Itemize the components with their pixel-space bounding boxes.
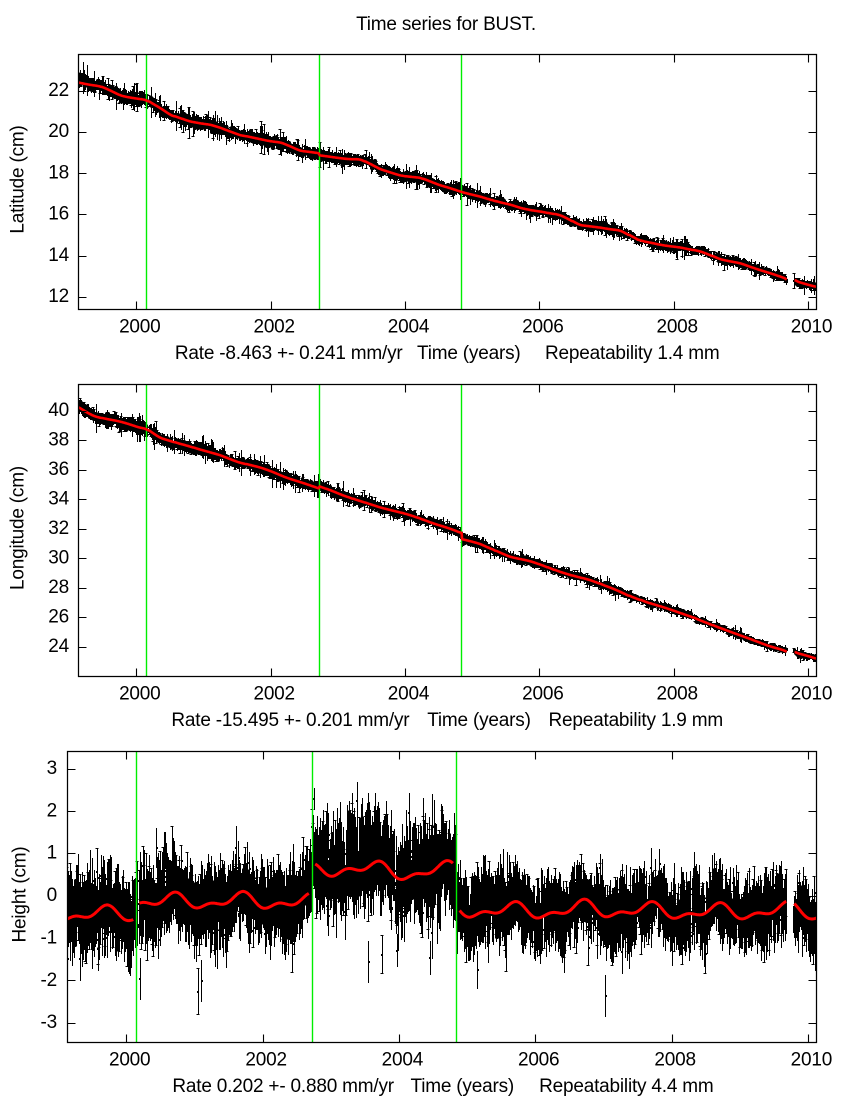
svg-text:Rate 0.202 +- 0.880 mm/yr: Rate 0.202 +- 0.880 mm/yr bbox=[172, 1076, 394, 1097]
svg-text:2010: 2010 bbox=[791, 684, 832, 705]
svg-text:2010: 2010 bbox=[791, 1050, 832, 1071]
svg-text:-3: -3 bbox=[41, 1012, 58, 1033]
svg-text:-1: -1 bbox=[41, 927, 58, 948]
svg-text:2002: 2002 bbox=[253, 684, 294, 705]
svg-text:34: 34 bbox=[48, 489, 69, 510]
svg-text:Time (years): Time (years) bbox=[427, 710, 531, 731]
svg-text:Rate -15.495 +- 0.201 mm/yr: Rate -15.495 +- 0.201 mm/yr bbox=[171, 710, 410, 731]
svg-text:Repeatability 4.4 mm: Repeatability 4.4 mm bbox=[539, 1076, 713, 1097]
svg-text:3: 3 bbox=[47, 758, 57, 779]
svg-text:Time series for BUST.: Time series for BUST. bbox=[356, 14, 536, 35]
svg-text:2004: 2004 bbox=[382, 1050, 424, 1071]
svg-text:22: 22 bbox=[48, 80, 69, 101]
svg-text:16: 16 bbox=[48, 204, 69, 225]
svg-text:28: 28 bbox=[48, 577, 69, 598]
svg-text:2000: 2000 bbox=[119, 317, 160, 338]
svg-text:18: 18 bbox=[48, 163, 69, 184]
svg-text:Repeatability 1.9 mm: Repeatability 1.9 mm bbox=[549, 710, 723, 731]
svg-text:2008: 2008 bbox=[654, 1050, 695, 1071]
svg-text:2010: 2010 bbox=[791, 317, 832, 338]
svg-text:38: 38 bbox=[48, 430, 69, 451]
svg-text:2002: 2002 bbox=[253, 317, 294, 338]
svg-text:32: 32 bbox=[48, 518, 69, 539]
svg-text:-2: -2 bbox=[41, 970, 58, 991]
svg-text:Height (cm): Height (cm) bbox=[10, 847, 31, 943]
svg-text:40: 40 bbox=[48, 400, 69, 421]
svg-text:2008: 2008 bbox=[656, 317, 697, 338]
svg-text:Time (years): Time (years) bbox=[417, 343, 521, 364]
svg-text:14: 14 bbox=[48, 245, 69, 266]
svg-text:2000: 2000 bbox=[109, 1050, 150, 1071]
svg-text:Rate -8.463 +- 0.241 mm/yr: Rate -8.463 +- 0.241 mm/yr bbox=[175, 343, 404, 364]
svg-text:2008: 2008 bbox=[656, 684, 697, 705]
svg-text:2004: 2004 bbox=[388, 684, 430, 705]
svg-text:2006: 2006 bbox=[522, 684, 563, 705]
svg-text:2: 2 bbox=[47, 800, 57, 821]
svg-text:30: 30 bbox=[48, 548, 69, 569]
svg-text:24: 24 bbox=[48, 636, 69, 657]
svg-text:0: 0 bbox=[47, 885, 57, 906]
svg-text:36: 36 bbox=[48, 459, 69, 480]
svg-text:2004: 2004 bbox=[388, 317, 430, 338]
svg-text:26: 26 bbox=[48, 607, 69, 628]
svg-text:Latitude (cm): Latitude (cm) bbox=[8, 125, 29, 233]
svg-text:2006: 2006 bbox=[522, 317, 563, 338]
svg-text:20: 20 bbox=[48, 121, 69, 142]
svg-text:2000: 2000 bbox=[119, 684, 160, 705]
svg-text:Longitude (cm): Longitude (cm) bbox=[8, 466, 29, 590]
svg-text:Time (years): Time (years) bbox=[411, 1076, 515, 1097]
svg-text:2006: 2006 bbox=[518, 1050, 559, 1071]
svg-text:2002: 2002 bbox=[245, 1050, 286, 1071]
svg-text:12: 12 bbox=[48, 286, 69, 307]
svg-text:Repeatability 1.4 mm: Repeatability 1.4 mm bbox=[545, 343, 719, 364]
svg-text:1: 1 bbox=[47, 843, 57, 864]
